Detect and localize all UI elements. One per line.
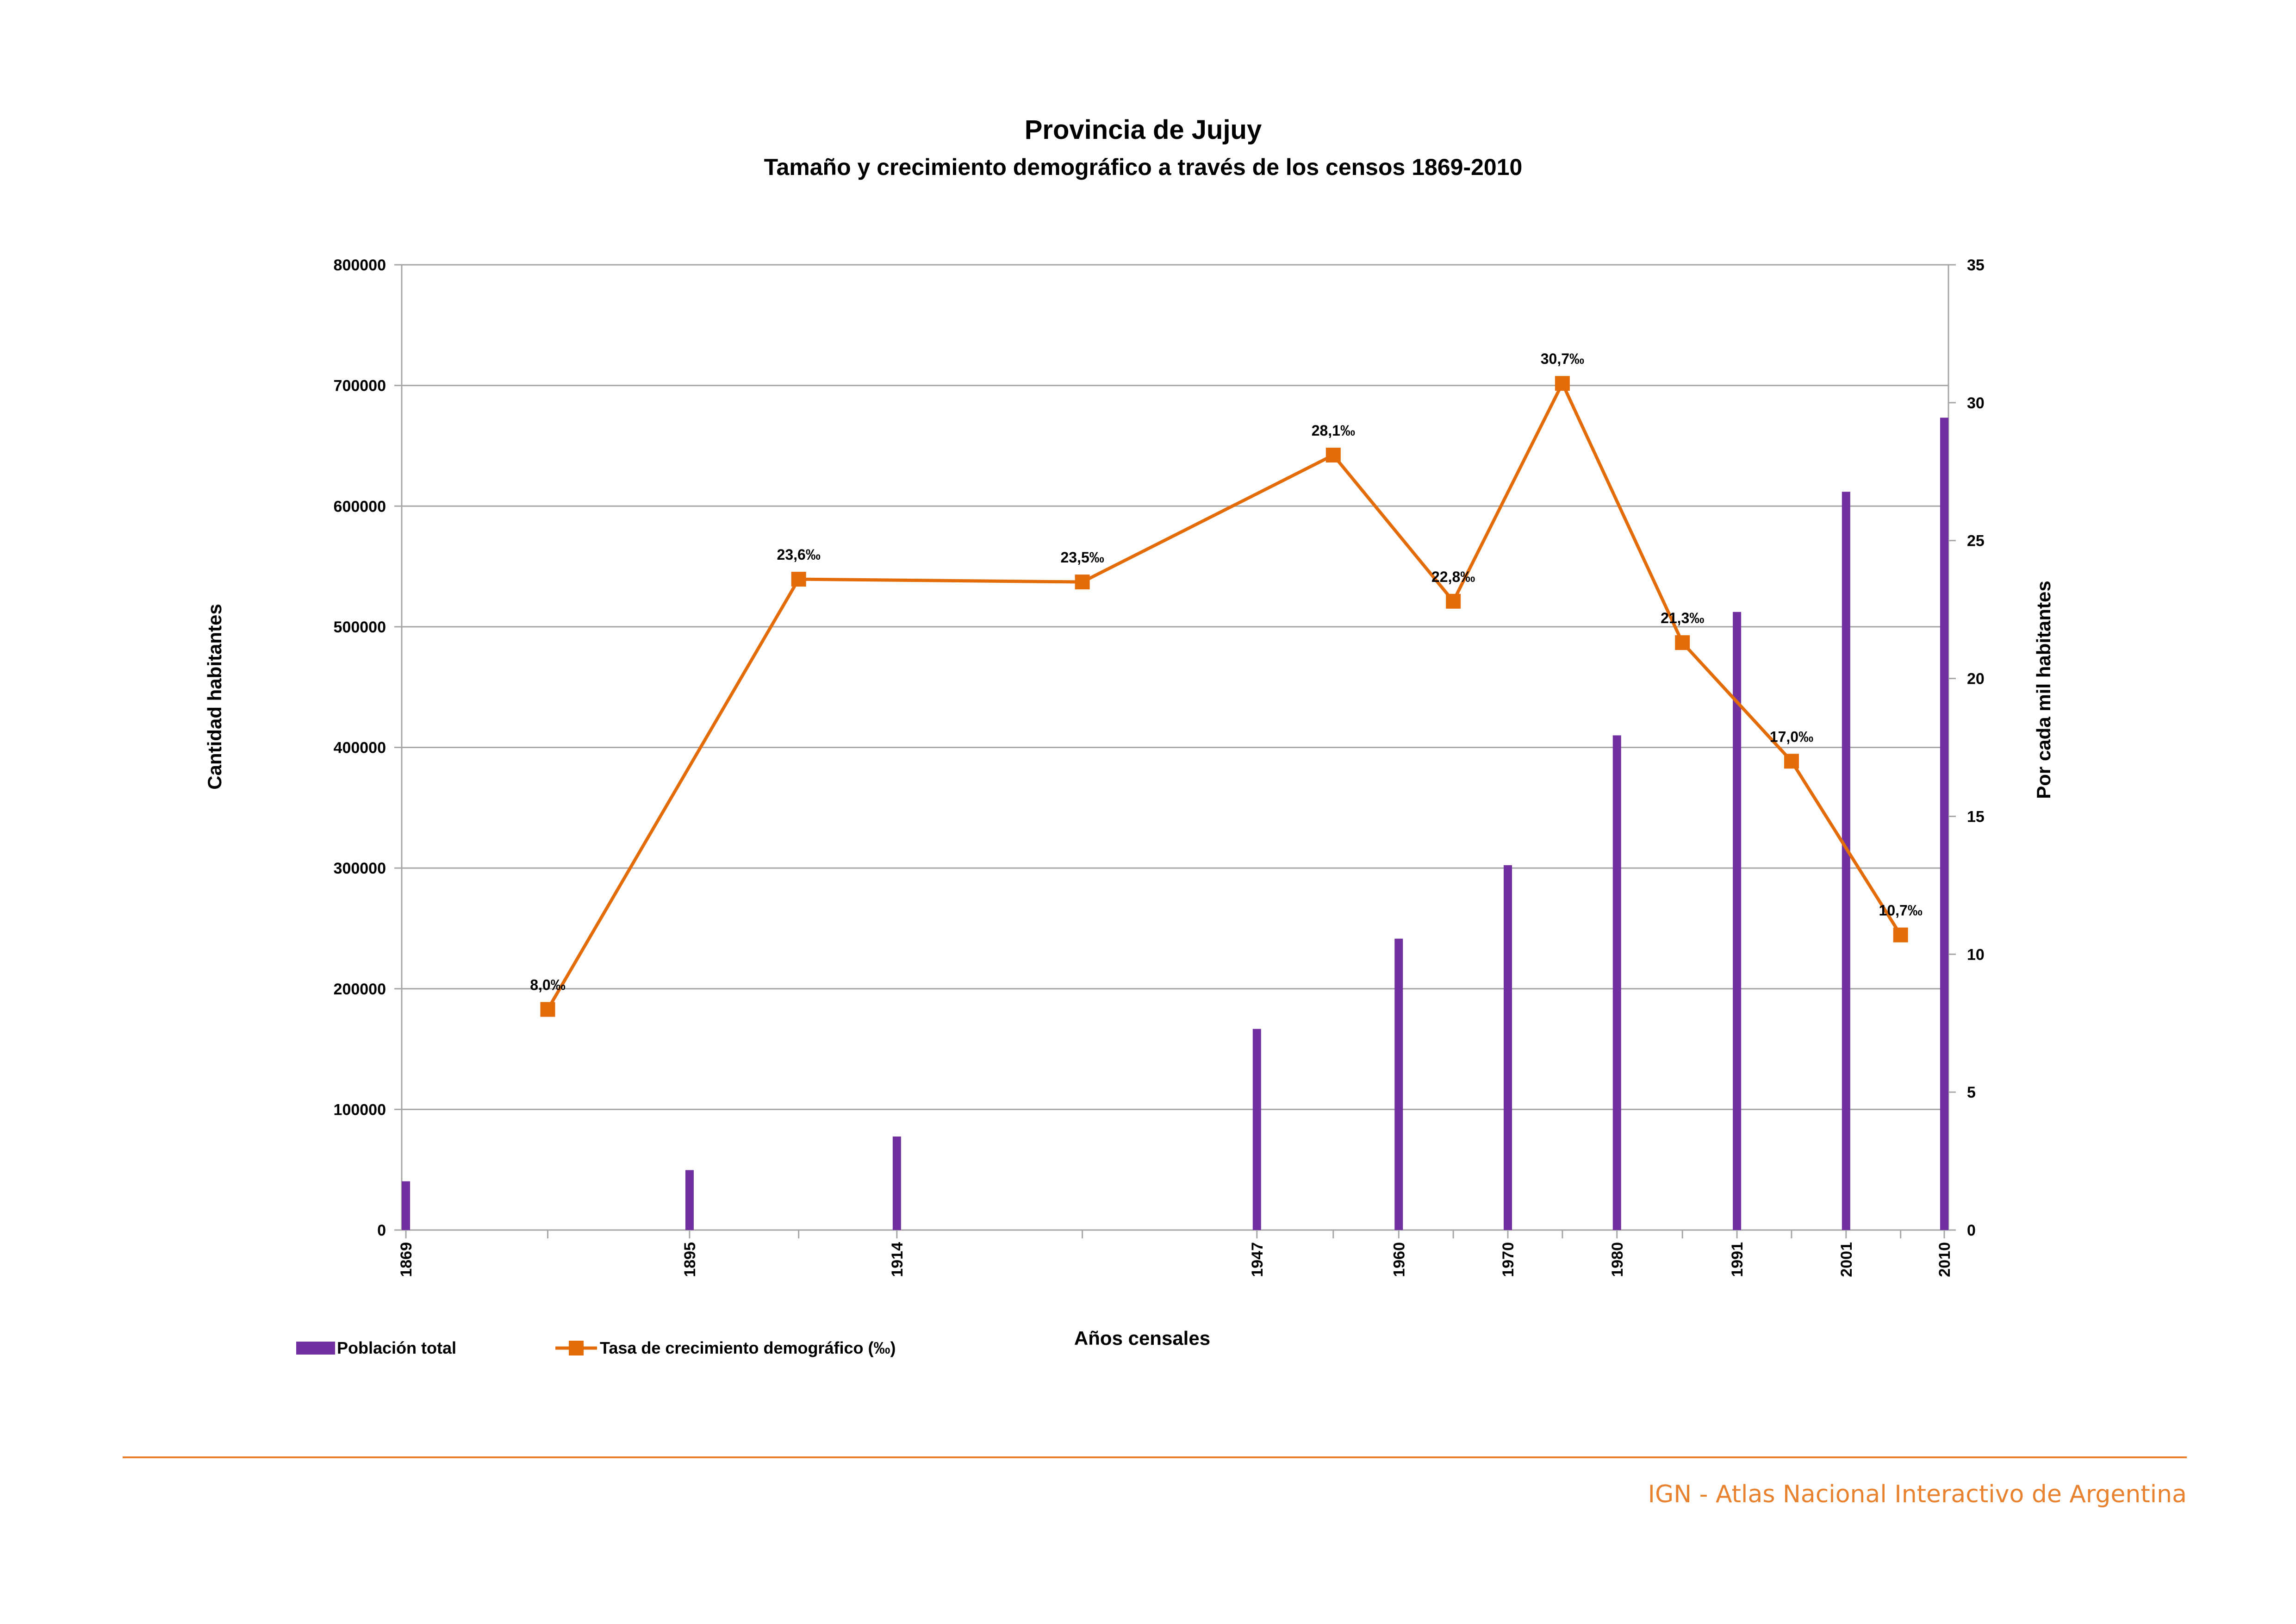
population-bar [892,1137,901,1230]
y2-tick-label: 15 [1967,808,1985,825]
legend-label-growth: Tasa de crecimiento demográfico (‰) [600,1338,896,1357]
bar-series [402,418,1948,1230]
y2-tick-label: 10 [1967,946,1985,963]
growth-rate-data-label: 22,8‰ [1431,568,1475,585]
legend-marker-growth [569,1341,584,1355]
y-tick-label: 0 [377,1222,386,1239]
y-tick-label: 100000 [334,1101,386,1118]
tick-labels: 0 100000 200000 300000 400000 500000 600000 700… [334,256,1985,1277]
y2-tick-label: 5 [1967,1084,1976,1101]
y-tick-label: 300000 [334,860,386,877]
y-tick-label: 400000 [334,739,386,757]
legend-label-population: Población total [337,1338,456,1357]
population-bar [1733,612,1742,1230]
growth-rate-marker [540,1002,555,1017]
growth-rate-marker [1446,593,1461,609]
growth-rate-marker [1075,575,1090,590]
growth-rate-marker [1555,376,1570,391]
chart-subtitle: Tamaño y crecimiento demográfico a travé… [764,154,1523,180]
growth-rate-data-label: 30,7‰ [1541,350,1584,367]
x-tick-label: 1970 [1500,1242,1517,1277]
chart-title: Provincia de Jujuy [1025,115,1262,145]
x-tick-label: 1960 [1390,1242,1408,1277]
y-tick-label: 700000 [334,377,386,395]
axes [394,264,1956,1238]
x-tick-label: 2010 [1936,1242,1954,1277]
population-bar [1612,735,1621,1230]
footer-credit: IGN - Atlas Nacional Interactivo de Arge… [1648,1480,2187,1508]
y2-tick-label: 25 [1967,532,1985,550]
growth-rate-data-label: 10,7‰ [1879,902,1923,919]
growth-rate-data-label: 23,6‰ [777,546,821,563]
population-bar [685,1170,694,1230]
y2-axis-title: Por cada mil habitantes [2033,581,2054,799]
y-tick-label: 500000 [334,618,386,636]
x-tick-label: 1980 [1609,1242,1626,1277]
x-tick-label: 1947 [1249,1242,1266,1277]
population-bar [1252,1029,1261,1230]
legend: Población total Tasa de crecimiento demo… [296,1338,896,1357]
y-tick-label: 600000 [334,498,386,515]
growth-rate-marker [791,572,806,587]
x-tick-label: 1869 [398,1242,415,1277]
y2-tick-label: 35 [1967,256,1985,274]
growth-rate-line [546,381,1902,1011]
y2-tick-label: 20 [1967,670,1985,688]
growth-rate-data-label: 23,5‰ [1060,549,1104,566]
growth-rate-data-label: 28,1‰ [1312,422,1355,439]
x-tick-label: 1991 [1729,1242,1746,1277]
growth-rate-data-label: 17,0‰ [1770,728,1813,745]
growth-rate-marker [1784,754,1799,769]
x-tick-label: 2001 [1838,1242,1855,1277]
x-tick-label: 1895 [681,1242,699,1277]
growth-rate-marker [1893,927,1908,943]
growth-rate-data-label: 8,0‰ [530,976,565,993]
y-tick-label: 200000 [334,981,386,998]
y-tick-label: 800000 [334,256,386,274]
legend-swatch-population [296,1342,335,1355]
y2-tick-label: 30 [1967,394,1985,412]
population-bar [1842,492,1850,1230]
line-series: 8,0‰ 23,6‰ 23,5‰ 28,1‰ 22,8‰ 30,7‰ 21,3‰ 17,0‰ 1… [530,350,1923,1017]
gridlines [402,264,1948,1110]
growth-rate-marker [1675,635,1690,650]
population-bar [402,1181,410,1230]
growth-rate-marker [1325,448,1341,463]
x-tick-label: 1914 [889,1242,906,1277]
y-axis-title: Cantidad habitantes [204,604,225,789]
x-axis-title: Años censales [1074,1327,1210,1349]
population-bar [1504,865,1512,1230]
y2-tick-label: 0 [1967,1222,1976,1239]
population-bar [1940,418,1948,1230]
growth-rate-data-label: 21,3‰ [1661,610,1704,626]
population-bar [1394,938,1403,1230]
